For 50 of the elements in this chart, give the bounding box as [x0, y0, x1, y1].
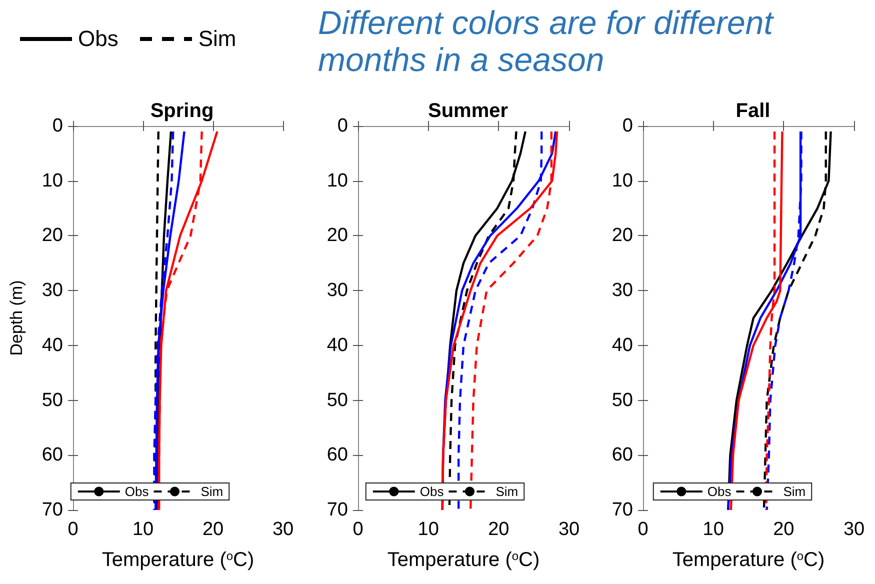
y-tick-label: 0 [622, 116, 633, 136]
y-tick-label: 70 [42, 500, 63, 520]
x-tick-label: 30 [843, 519, 865, 540]
x-tick-label: 0 [352, 519, 364, 540]
legend-label: Obs [420, 484, 444, 499]
legend-label: Sim [200, 484, 224, 499]
x-tick-label: 20 [488, 519, 510, 540]
x-tick-label: 30 [272, 519, 294, 540]
y-tick-label: 60 [612, 444, 633, 466]
y-tick-label: 30 [326, 280, 348, 302]
y-tick-label: 50 [612, 390, 633, 411]
y-axis-title: Depth (m) [7, 280, 26, 356]
x-tick-label: 10 [702, 519, 724, 540]
y-tick-label: 40 [42, 334, 63, 356]
y-tick-label: 70 [612, 500, 633, 520]
y-tick-label: 20 [42, 225, 63, 246]
legend-label: Sim [496, 484, 518, 499]
y-tick-label: 60 [42, 444, 63, 466]
x-tick-label: 0 [68, 519, 78, 540]
chart-title: Summer [428, 100, 508, 122]
chart-title: Spring [150, 100, 214, 122]
x-tick-label: 0 [638, 519, 648, 540]
text: Different colors are for different months in a season [318, 4, 775, 78]
y-tick-label: 40 [326, 334, 348, 356]
y-tick-label: 50 [42, 390, 63, 411]
y-tick-label: 40 [612, 334, 633, 356]
y-tick-label: 10 [326, 170, 348, 192]
y-tick-label: 70 [326, 500, 348, 520]
y-tick-label: 10 [42, 170, 63, 192]
y-tick-label: 0 [52, 116, 63, 136]
y-tick-label: 20 [612, 225, 633, 246]
y-tick-label: 0 [337, 116, 348, 136]
y-tick-label: 50 [326, 390, 348, 411]
legend-label: Obs [124, 484, 150, 499]
legend-label: Sim [783, 484, 806, 499]
y-tick-label: 20 [326, 225, 348, 246]
text: Obs [78, 26, 118, 51]
y-tick-label: 10 [612, 170, 633, 192]
y-tick-label: 30 [42, 280, 63, 302]
chart-title: Fall [736, 100, 770, 122]
x-tick-label: 20 [202, 519, 224, 540]
legend-label: Obs [707, 484, 732, 499]
y-tick-label: 30 [612, 280, 633, 302]
y-tick-label: 60 [326, 444, 348, 466]
x-tick-label: 10 [132, 519, 154, 540]
line-series [730, 130, 784, 512]
x-tick-label: 10 [418, 519, 439, 540]
x-tick-label: 20 [773, 519, 794, 540]
x-tick-label: 30 [558, 519, 580, 540]
text: Sim [198, 26, 236, 51]
